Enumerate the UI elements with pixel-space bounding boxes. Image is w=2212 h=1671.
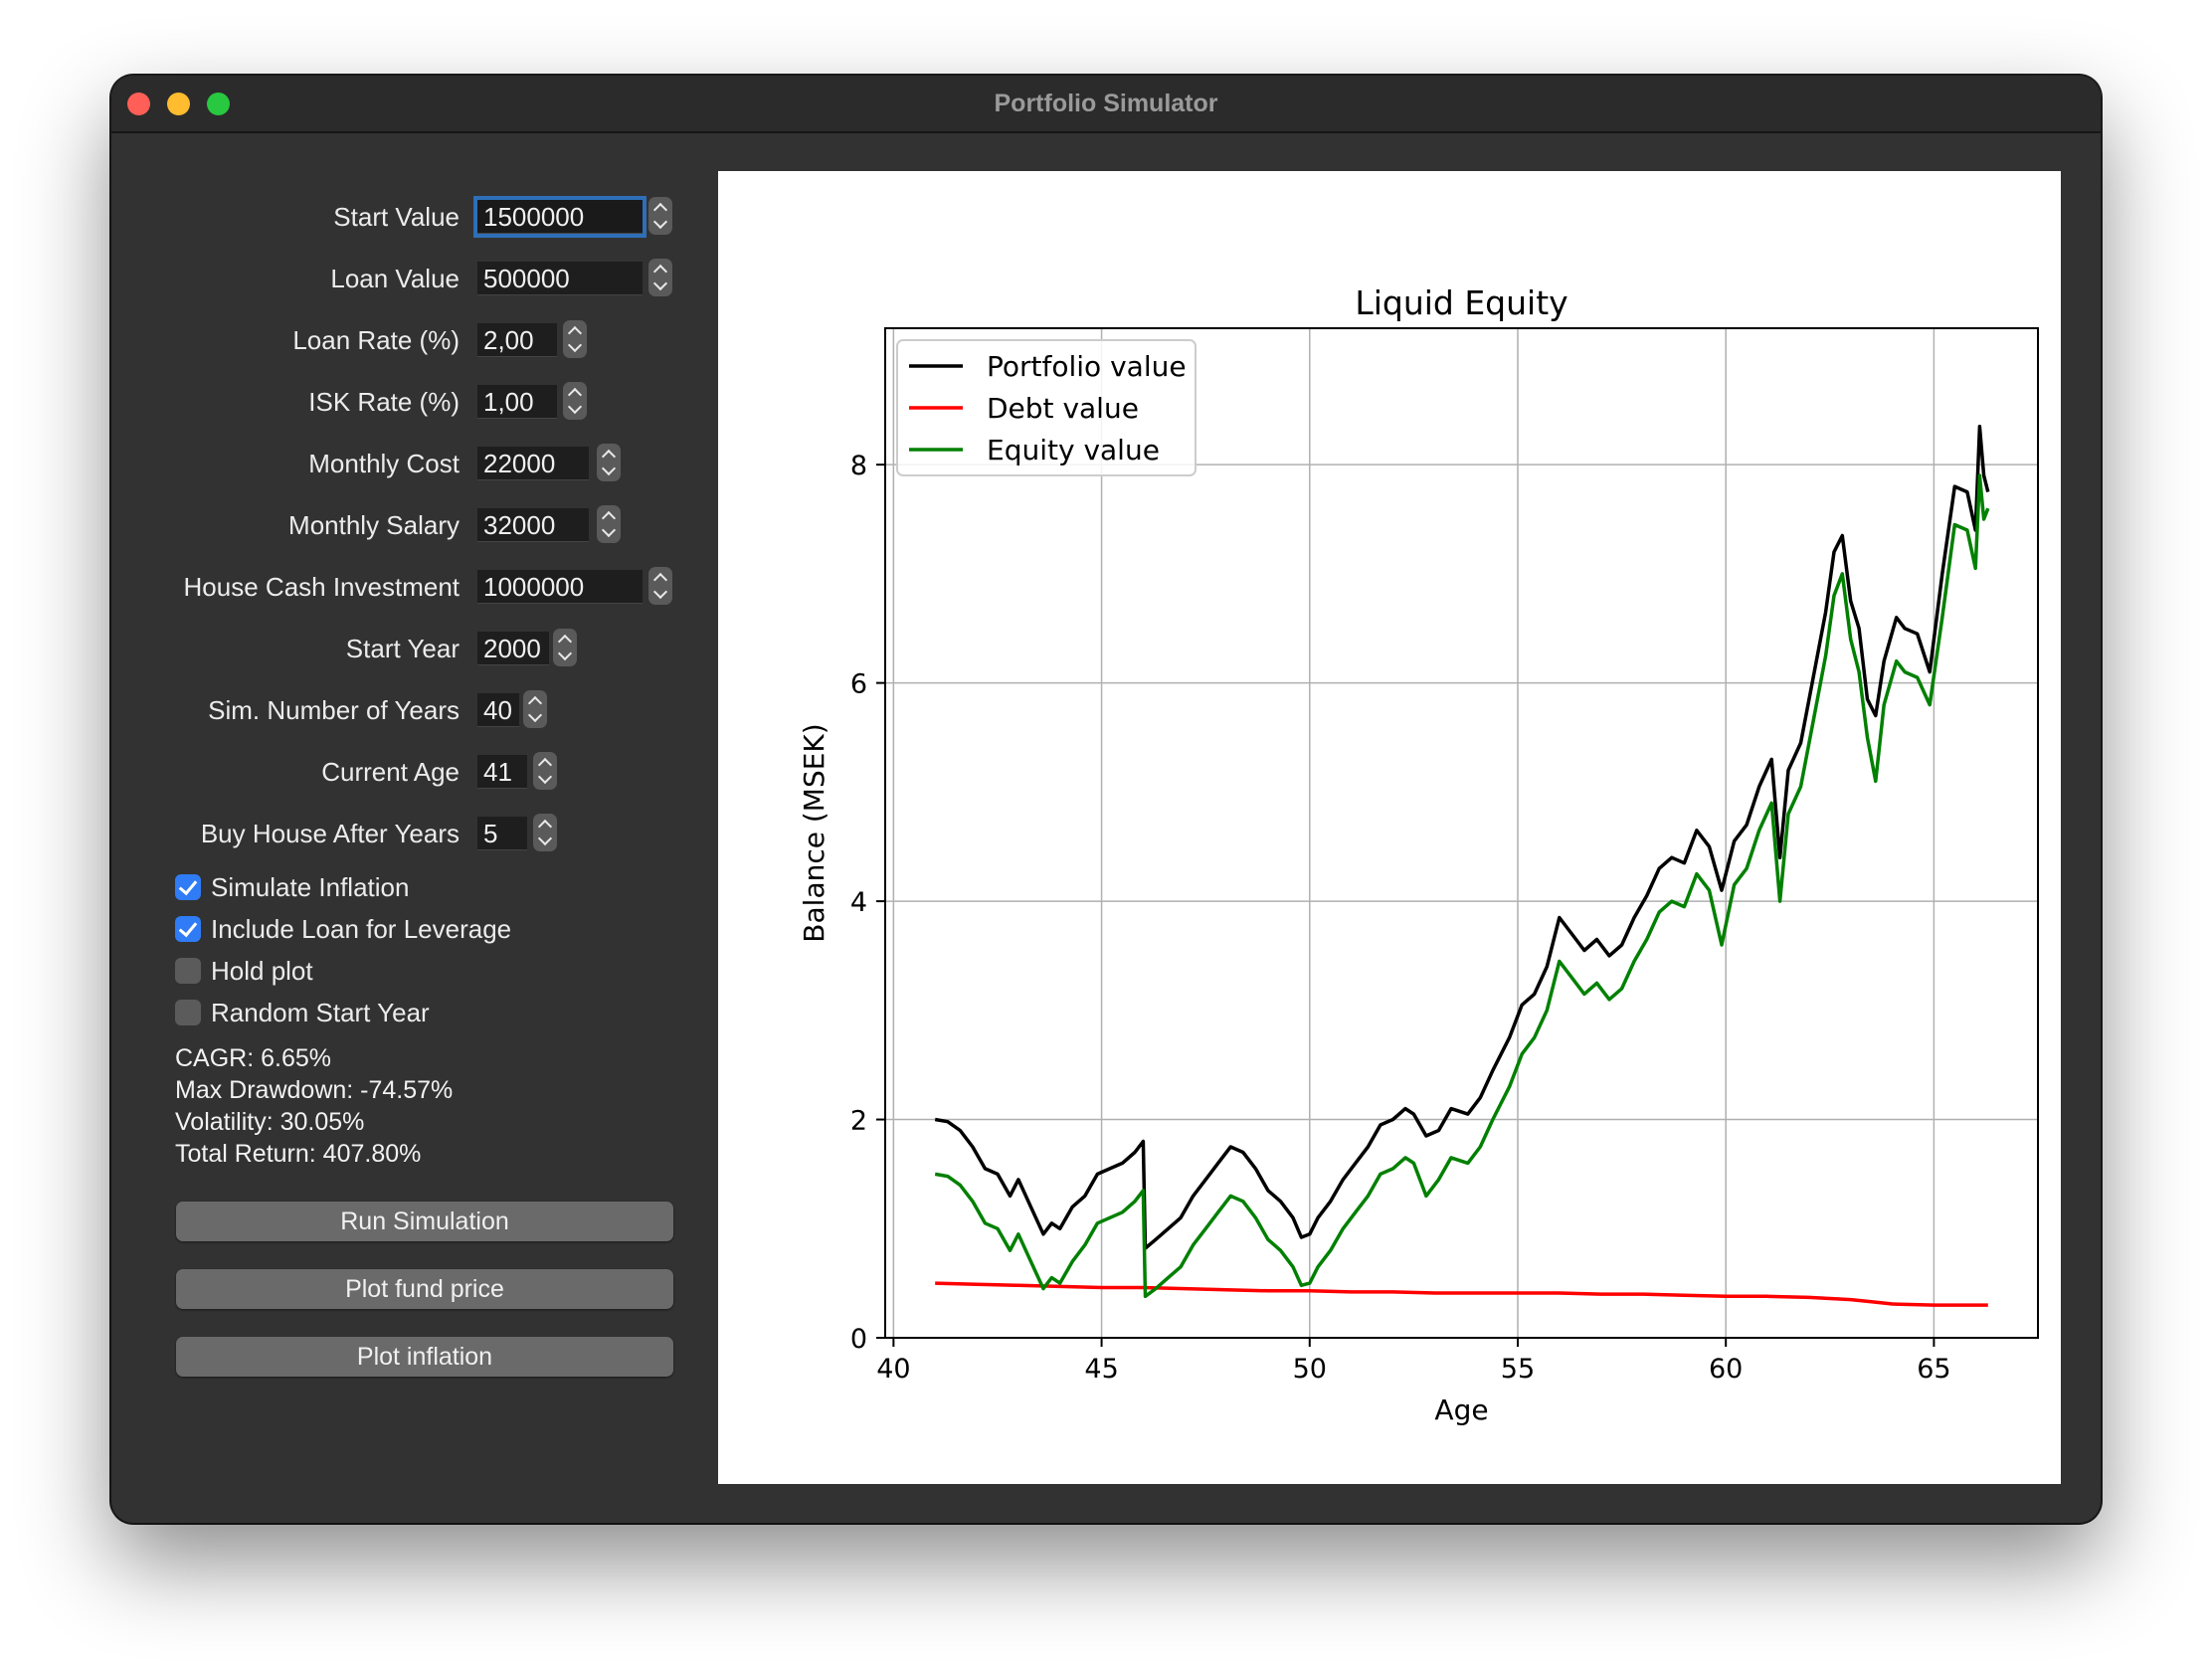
start-year-stepper[interactable] bbox=[553, 629, 577, 666]
x-tick-label: 55 bbox=[1501, 1354, 1535, 1385]
x-tick-label: 60 bbox=[1709, 1354, 1743, 1385]
legend-box bbox=[896, 339, 1197, 476]
include-loan-label: Include Loan for Leverage bbox=[211, 914, 512, 944]
monthly-salary-stepper[interactable] bbox=[597, 505, 621, 543]
current-age-label: Current Age bbox=[321, 757, 460, 787]
loan-value-label: Loan Value bbox=[330, 264, 460, 293]
sim-years-label: Sim. Number of Years bbox=[208, 695, 460, 725]
legend-label-1: Debt value bbox=[987, 392, 1139, 425]
loan-rate-label: Loan Rate (%) bbox=[292, 325, 460, 355]
hold-plot-label: Hold plot bbox=[211, 956, 313, 986]
x-tick-label: 40 bbox=[876, 1354, 910, 1385]
cagr-stat: CAGR: 6.65% bbox=[175, 1044, 332, 1072]
buy-house-input[interactable]: 5 bbox=[477, 817, 527, 850]
x-axis-label: Age bbox=[1434, 1393, 1488, 1426]
loan-value-stepper[interactable] bbox=[648, 259, 672, 296]
isk-rate-stepper[interactable] bbox=[563, 382, 587, 420]
x-tick-label: 65 bbox=[1917, 1354, 1950, 1385]
axes-frame bbox=[884, 327, 2039, 1339]
window-title: Portfolio Simulator bbox=[994, 90, 1218, 117]
house-cash-input[interactable]: 1000000 bbox=[477, 570, 643, 604]
loan-rate-input[interactable]: 2,00 bbox=[477, 323, 557, 357]
y-tick-label: 2 bbox=[850, 1106, 867, 1137]
legend-label-0: Portfolio value bbox=[987, 350, 1187, 383]
isk-rate-input[interactable]: 1,00 bbox=[477, 385, 557, 419]
house-cash-stepper[interactable] bbox=[648, 567, 672, 605]
y-tick-label: 8 bbox=[850, 451, 867, 481]
loan-rate-stepper[interactable] bbox=[563, 320, 587, 358]
checkbox-unchecked-icon[interactable] bbox=[175, 958, 201, 984]
simulate-inflation-label: Simulate Inflation bbox=[211, 872, 410, 902]
start-year-label: Start Year bbox=[345, 634, 460, 663]
house-cash-row: House Cash Investment bbox=[111, 567, 460, 607]
start-value-label: Start Value bbox=[333, 202, 460, 232]
loan-value-input[interactable]: 500000 bbox=[477, 262, 643, 295]
series-line-2 bbox=[934, 473, 1990, 1299]
run-simulation-button[interactable]: Run Simulation bbox=[176, 1202, 673, 1241]
start-value-stepper[interactable] bbox=[648, 197, 672, 235]
volatility-stat: Volatility: 30.05% bbox=[175, 1108, 365, 1136]
sim-years-input[interactable]: 40 bbox=[477, 693, 519, 727]
loan-rate-row: Loan Rate (%) bbox=[111, 320, 460, 360]
monthly-cost-stepper[interactable] bbox=[597, 444, 621, 481]
current-age-stepper[interactable] bbox=[533, 752, 557, 790]
legend-label-2: Equity value bbox=[987, 434, 1160, 466]
start-value-row: Start Value bbox=[111, 197, 460, 237]
x-tick-label: 50 bbox=[1293, 1354, 1327, 1385]
checkbox-checked-icon[interactable] bbox=[175, 874, 201, 900]
x-tick-label: 45 bbox=[1084, 1354, 1118, 1385]
title-bar: Portfolio Simulator bbox=[111, 76, 2101, 133]
monthly-salary-input[interactable]: 32000 bbox=[477, 508, 589, 542]
app-window: Portfolio Simulator Start Value 1500000 … bbox=[111, 76, 2101, 1523]
y-tick-label: 0 bbox=[850, 1324, 867, 1355]
monthly-salary-row: Monthly Salary bbox=[111, 505, 460, 545]
isk-rate-label: ISK Rate (%) bbox=[308, 387, 460, 417]
start-year-input[interactable]: 2000 bbox=[477, 632, 549, 665]
current-age-input[interactable]: 41 bbox=[477, 755, 527, 789]
buy-house-label: Buy House After Years bbox=[200, 819, 460, 848]
sim-years-row: Sim. Number of Years bbox=[111, 690, 460, 730]
plot-inflation-button[interactable]: Plot inflation bbox=[176, 1337, 673, 1377]
plot-canvas: 40 45 50 55 60 65 0 2 4 6 8 Liquid Equity Age Balance… bbox=[718, 171, 2061, 1484]
chart-title: Liquid Equity bbox=[1355, 283, 1567, 322]
total-return-stat: Total Return: 407.80% bbox=[175, 1140, 422, 1168]
checkbox-unchecked-icon[interactable] bbox=[175, 1000, 201, 1025]
monthly-cost-label: Monthly Cost bbox=[308, 449, 460, 478]
house-cash-label: House Cash Investment bbox=[183, 572, 460, 602]
monthly-cost-row: Monthly Cost bbox=[111, 444, 460, 483]
y-tick-label: 4 bbox=[850, 887, 867, 918]
y-tick-label: 6 bbox=[850, 669, 867, 700]
checkbox-checked-icon[interactable] bbox=[175, 916, 201, 942]
plot-fund-price-button[interactable]: Plot fund price bbox=[176, 1269, 673, 1309]
monthly-cost-input[interactable]: 22000 bbox=[477, 447, 589, 480]
buy-house-row: Buy House After Years bbox=[111, 814, 460, 853]
isk-rate-row: ISK Rate (%) bbox=[111, 382, 460, 422]
series-line-1 bbox=[935, 1281, 1988, 1307]
start-value-input[interactable]: 1500000 bbox=[473, 196, 646, 238]
y-axis-label: Balance (MSEK) bbox=[798, 723, 830, 942]
loan-value-row: Loan Value bbox=[111, 259, 460, 298]
chart-svg: 40 45 50 55 60 65 0 2 4 6 8 Liquid Equity Age Balance… bbox=[798, 283, 2039, 1426]
minimize-window-button[interactable] bbox=[167, 93, 190, 115]
sim-years-stepper[interactable] bbox=[523, 690, 547, 728]
series-line-0 bbox=[934, 425, 1990, 1250]
buy-house-stepper[interactable] bbox=[533, 814, 557, 851]
monthly-salary-label: Monthly Salary bbox=[288, 510, 460, 540]
close-window-button[interactable] bbox=[127, 93, 150, 115]
maximize-window-button[interactable] bbox=[207, 93, 230, 115]
start-year-row: Start Year bbox=[111, 629, 460, 668]
current-age-row: Current Age bbox=[111, 752, 460, 792]
max-drawdown-stat: Max Drawdown: -74.57% bbox=[175, 1076, 454, 1104]
random-start-year-label: Random Start Year bbox=[211, 998, 430, 1027]
